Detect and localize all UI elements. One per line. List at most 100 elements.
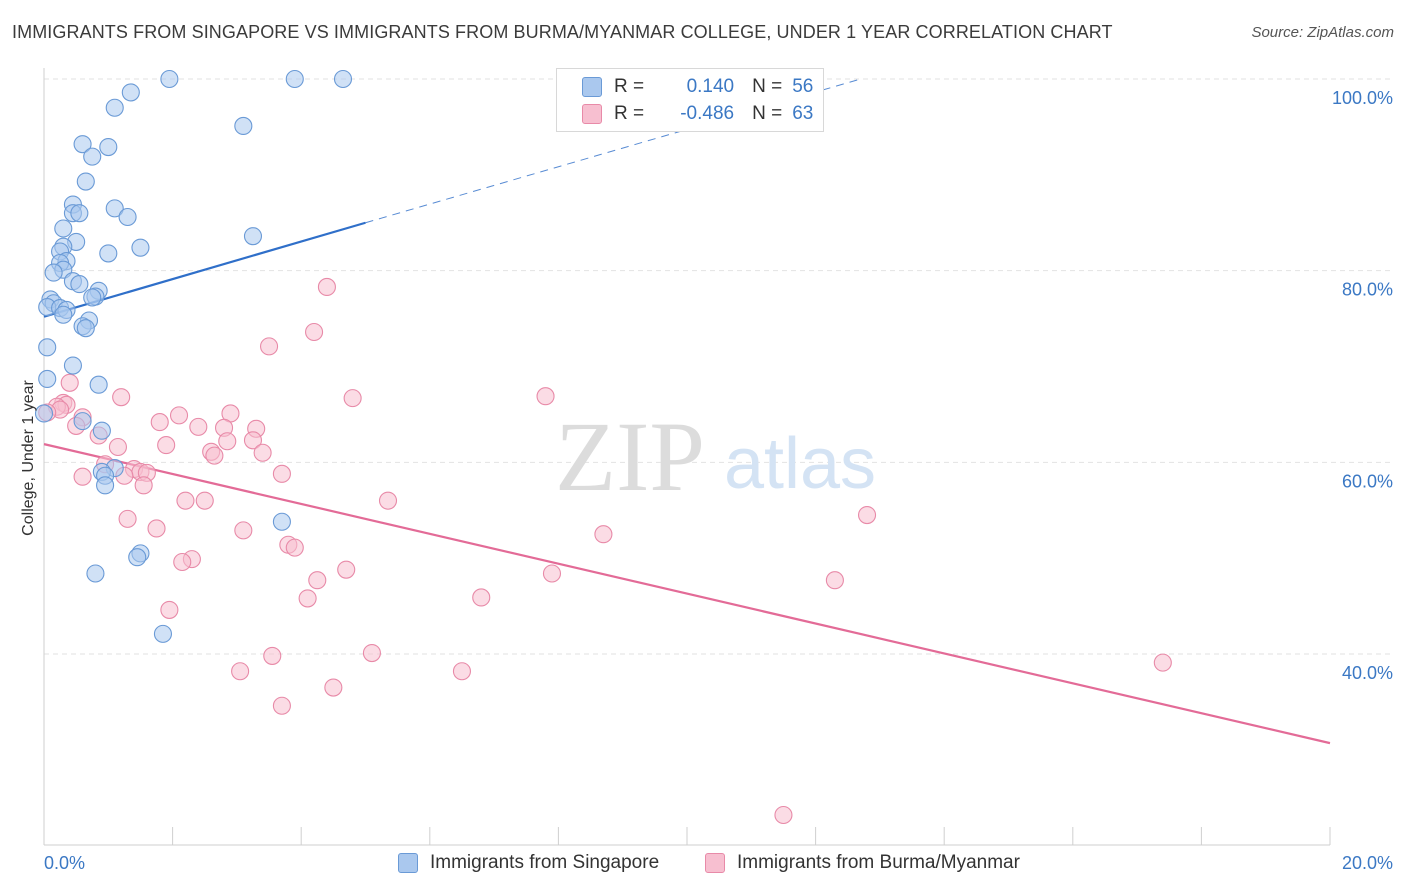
legend-n-label: N = [752, 76, 783, 97]
burma-swatch [582, 104, 602, 124]
burma-point [176, 491, 195, 510]
watermark-atlas: atlas [724, 424, 876, 504]
singapore-swatch [582, 77, 602, 97]
y-axis-title: College, Under 1 year [20, 380, 37, 536]
singapore-point [272, 512, 291, 531]
burma-point [542, 564, 562, 583]
burma-point [272, 464, 291, 483]
burma-point [825, 571, 844, 590]
legend-row-burma: R = -0.486 N = 63 [557, 101, 813, 127]
singapore-point [234, 116, 253, 136]
points [34, 69, 1172, 825]
chart-title: IMMIGRANTS FROM SINGAPORE VS IMMIGRANTS … [12, 22, 1113, 42]
singapore-point [105, 199, 124, 218]
legend-label-burma: Immigrants from Burma/Myanmar [737, 852, 1020, 873]
burma-point [108, 437, 127, 457]
burma-point [134, 476, 153, 495]
burma-point [195, 491, 214, 510]
y-tick-label: 100.0% [1332, 88, 1393, 108]
burma-trendline [43, 443, 1331, 745]
source-credit: Source: ZipAtlas.com [1251, 24, 1394, 41]
legend-item-singapore: Immigrants from Singapore [398, 852, 659, 874]
singapore-point [83, 147, 102, 166]
singapore-point [73, 135, 92, 154]
burma-point [218, 432, 237, 451]
singapore-point [118, 207, 137, 227]
burma-point [298, 589, 317, 608]
singapore-point [76, 319, 95, 338]
legend-r-label: R = [614, 76, 645, 97]
singapore-point [96, 476, 115, 495]
burma-point [774, 805, 793, 825]
y-tick-labels: 40.0% 60.0% 80.0% 100.0% [1332, 88, 1393, 683]
y-tick-label: 80.0% [1342, 280, 1393, 300]
singapore-point [89, 375, 108, 394]
x-tick-label: 20.0% [1342, 853, 1393, 873]
burma-point [60, 373, 79, 392]
singapore-trendline-extension [365, 78, 861, 224]
burma-point [308, 571, 327, 590]
singapore-legend-swatch [398, 853, 418, 873]
burma-point [243, 431, 263, 450]
singapore-point [73, 412, 92, 431]
singapore-point [128, 548, 147, 567]
gridlines [44, 78, 1392, 655]
burma-point [317, 277, 336, 297]
legend-n-value: 63 [792, 103, 814, 124]
legend-r-value: 0.140 [686, 76, 735, 97]
singapore-point [86, 564, 105, 583]
singapore-point [34, 404, 54, 423]
burma-point [337, 560, 356, 579]
burma-point [231, 662, 250, 681]
burma-point [112, 388, 131, 407]
burma-point [343, 389, 362, 408]
legend-item-burma: Immigrants from Burma/Myanmar [705, 852, 1020, 874]
burma-point [73, 467, 92, 486]
x-tick-labels: 0.0% 20.0% [44, 853, 1393, 873]
burma-point [362, 643, 381, 663]
legend-n-value: 56 [792, 76, 814, 97]
burma-point [285, 538, 304, 557]
axes [43, 68, 1331, 846]
burma-point [157, 436, 176, 455]
burma-point [205, 446, 224, 465]
burma-point [536, 387, 555, 406]
burma-point [259, 337, 279, 356]
singapore-point [243, 227, 263, 246]
burma-point [147, 519, 166, 538]
singapore-point [99, 244, 118, 263]
legend-r-value: -0.486 [680, 103, 735, 124]
singapore-point [54, 305, 73, 324]
burma-point [169, 406, 189, 425]
singapore-point [333, 69, 353, 89]
burma-point [272, 696, 291, 715]
y-tick-label: 40.0% [1342, 663, 1393, 683]
burma-point [594, 525, 613, 544]
burma-point [1153, 653, 1172, 672]
burma-point [173, 552, 192, 572]
singapore-point [44, 263, 63, 282]
singapore-point [99, 137, 118, 157]
singapore-point [92, 421, 111, 440]
burma-point [324, 678, 343, 697]
singapore-point [285, 69, 304, 89]
burma-point [452, 662, 472, 681]
burma-point [305, 322, 324, 342]
burma-legend-swatch [705, 853, 725, 873]
burma-point [118, 509, 137, 528]
burma-point [253, 443, 272, 462]
burma-point [160, 600, 179, 619]
series-legend: Immigrants from Singapore Immigrants fro… [0, 852, 1406, 878]
singapore-point [70, 275, 89, 294]
singapore-point [153, 624, 173, 643]
legend-n-label: N = [752, 103, 783, 124]
singapore-point [76, 172, 95, 191]
burma-point [263, 646, 282, 665]
burma-point [150, 413, 169, 432]
singapore-point [38, 338, 57, 357]
burma-point [234, 521, 253, 540]
singapore-point [70, 204, 89, 223]
burma-point [472, 588, 491, 607]
singapore-point [121, 83, 140, 102]
